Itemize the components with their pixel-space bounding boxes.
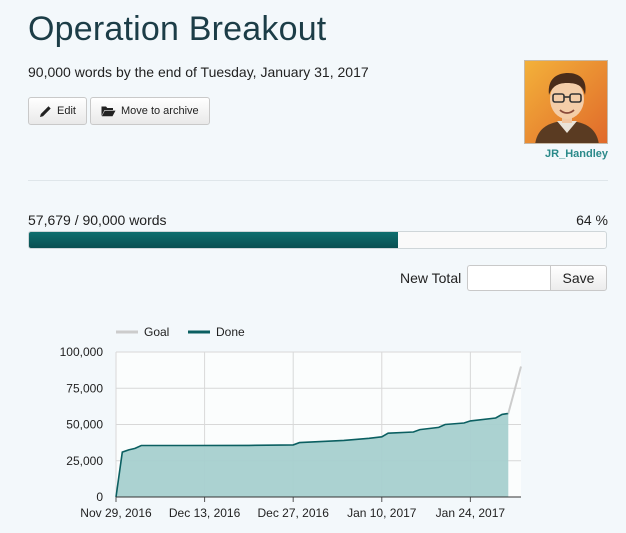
page-title: Operation Breakout [28,10,327,48]
y-tick-label: 50,000 [66,418,103,432]
folder-open-icon [101,105,116,117]
divider [28,180,608,181]
goal-description: 90,000 words by the end of Tuesday, Janu… [28,64,369,80]
y-tick-label: 25,000 [66,454,103,468]
legend-item[interactable]: Done [216,325,245,339]
x-tick-label: Dec 13, 2016 [169,506,241,520]
edit-button-label: Edit [57,105,76,117]
progress-bar [28,231,607,249]
edit-button[interactable]: Edit [28,97,87,125]
legend-item[interactable]: Goal [144,325,169,339]
move-to-archive-label: Move to archive [121,105,199,117]
goal-line [507,366,522,414]
done-area [116,413,509,497]
move-to-archive-button[interactable]: Move to archive [90,97,210,125]
new-total-label: New Total [400,270,462,286]
new-total-input[interactable] [467,265,551,291]
progress-percent: 64 % [576,212,608,228]
progress-bar-fill [29,232,399,248]
username-link[interactable]: JR_Handley [545,148,608,160]
x-tick-label: Nov 29, 2016 [80,506,152,520]
avatar[interactable] [524,60,608,144]
x-tick-label: Dec 27, 2016 [257,506,329,520]
pencil-icon [39,105,52,118]
y-tick-label: 0 [96,490,103,504]
save-button[interactable]: Save [550,265,607,291]
y-tick-label: 75,000 [66,381,103,395]
x-tick-label: Jan 24, 2017 [436,506,506,520]
done-line [115,412,509,498]
x-tick-label: Jan 10, 2017 [347,506,417,520]
y-tick-label: 100,000 [60,345,104,359]
progress-chart: Goal Done 0 25,000 50,000 75,000 100,000 Nov 2… [60,325,522,520]
progress-label: 57,679 / 90,000 words [28,212,167,228]
